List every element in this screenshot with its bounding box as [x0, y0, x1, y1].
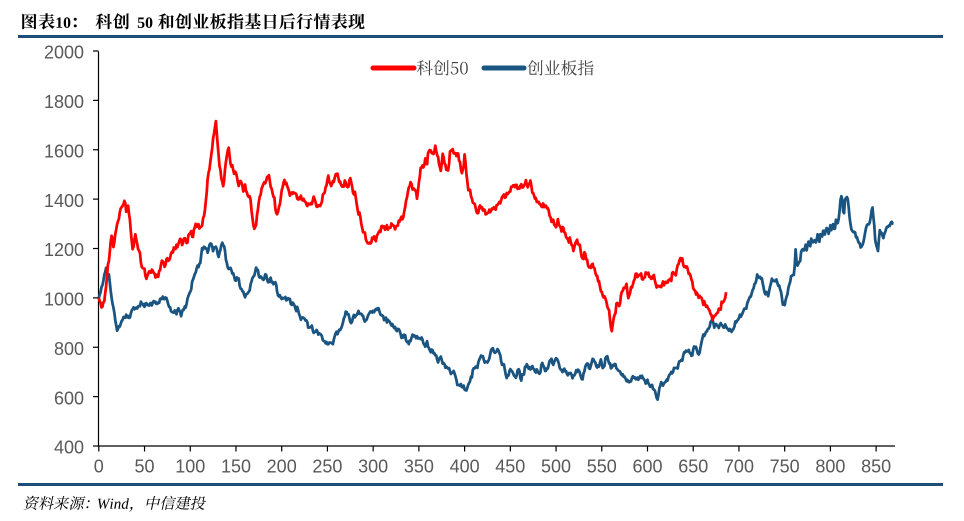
- svg-text:550: 550: [587, 456, 617, 476]
- svg-text:600: 600: [54, 388, 84, 408]
- svg-text:400: 400: [54, 438, 84, 458]
- svg-text:1200: 1200: [44, 240, 84, 260]
- svg-text:50: 50: [135, 456, 155, 476]
- svg-text:800: 800: [815, 456, 845, 476]
- svg-text:300: 300: [358, 456, 388, 476]
- svg-text:200: 200: [267, 456, 297, 476]
- svg-text:750: 750: [770, 456, 800, 476]
- svg-text:1600: 1600: [44, 141, 84, 161]
- svg-text:150: 150: [221, 456, 251, 476]
- svg-text:450: 450: [495, 456, 525, 476]
- svg-text:1800: 1800: [44, 92, 84, 112]
- svg-text:1000: 1000: [44, 290, 84, 310]
- svg-text:400: 400: [450, 456, 480, 476]
- svg-text:0: 0: [94, 456, 104, 476]
- svg-text:650: 650: [678, 456, 708, 476]
- svg-text:250: 250: [312, 456, 342, 476]
- svg-text:350: 350: [404, 456, 434, 476]
- svg-text:100: 100: [175, 456, 205, 476]
- svg-text:500: 500: [541, 456, 571, 476]
- svg-text:1400: 1400: [44, 191, 84, 211]
- svg-text:800: 800: [54, 339, 84, 359]
- svg-text:850: 850: [861, 456, 891, 476]
- svg-text:2000: 2000: [44, 43, 84, 63]
- svg-text:700: 700: [724, 456, 754, 476]
- svg-text:600: 600: [632, 456, 662, 476]
